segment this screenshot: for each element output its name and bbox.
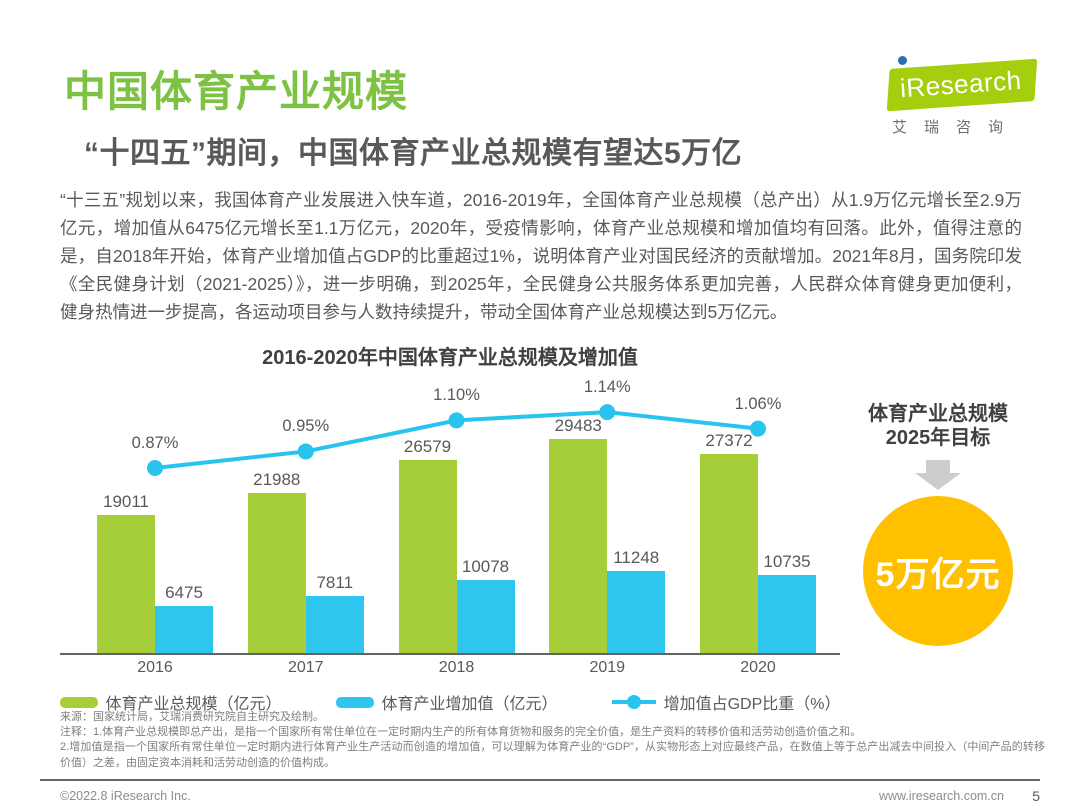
bar-value-total-2018: 26579 [403,437,452,456]
footer-url: www.iresearch.com.cn [878,789,1004,803]
x-axis-label-2016: 2016 [137,659,173,676]
legend-line-marker [611,695,656,709]
chart-title: 2016-2020年中国体育产业总规模及增加值 [262,347,638,369]
target-value: 5万亿元 [875,555,1001,594]
bar-total-2016 [97,515,155,653]
iresearch-logo: iResearch 艾瑞咨询 [876,50,1046,137]
chart-plot-area: 19011 6475 2016 0.87% 21988 7811 2017 0.95% 2657… [60,378,840,676]
bar-value-total-2020: 27372 [705,431,753,450]
pct-label-2016: 0.87% [131,434,179,452]
x-axis-label-2018: 2018 [438,659,475,676]
pct-label-2017: 0.95% [282,417,330,436]
bar-added-2017 [305,596,364,653]
legend-item-1: 体育产业增加值（亿元） [335,690,558,714]
logo-banner: iResearch [886,58,1038,112]
pct-label-2018: 1.10% [433,386,480,405]
line-point-2016 [147,460,163,476]
bar-added-2018 [456,580,515,653]
bar-added-2020 [758,575,816,653]
x-axis-label-2019: 2019 [589,659,626,676]
legend-label-0: 体育产业总规模（亿元） [105,696,282,713]
logo-chinese-name: 艾瑞咨询 [892,119,1021,136]
note-2: 2.增加值是指一个国家所有常住单位一定时期内进行体育产业生产活动而创造的增加值，… [60,741,1045,769]
logo-letters-rest: Research [905,64,1023,103]
page-subtitle: “十四五”期间，中国体育产业总规模有望达5万亿 [84,137,743,170]
chart-legend: 体育产业总规模（亿元） 体育产业增加值（亿元） 增加值占GDP比重（%） [59,690,841,714]
bar-value-total-2019: 29483 [554,416,602,435]
x-axis-label-2020: 2020 [740,659,776,676]
down-arrow-head-icon [915,473,961,490]
notes-block: 来源：国家统计局，艾瑞消费研究院自主研究及绘制。 注释：1.体育产业总规模即总产… [60,710,1045,771]
target-panel: 体育产业总规模 2025年目标 5万亿元 [840,402,1036,646]
line-point-2018 [448,412,465,429]
legend-swatch-1 [335,696,374,708]
footer-copyright: ©2022.8 iResearch Inc. [60,789,191,803]
bar-value-total-2016: 19011 [102,492,149,511]
logo-i-dot-icon [898,56,907,65]
legend-label-1: 体育产业增加值（亿元） [381,696,558,713]
legend-dot [626,695,641,709]
pct-label-2020: 1.06% [734,394,782,413]
source-note: 来源：国家统计局，艾瑞消费研究院自主研究及绘制。 [60,711,324,723]
x-axis-label-2017: 2017 [287,659,324,676]
bar-total-2017 [247,493,306,653]
down-arrow-icon [926,460,950,473]
note-1: 注释：1.体育产业总规模即总产出，是指一个国家所有常住单位在一定时期内生产的所有… [60,726,862,739]
legend-item-0: 体育产业总规模（亿元） [59,690,282,714]
bar-value-added-2017: 7811 [316,573,354,592]
intro-paragraph: “十三五”规划以来，我国体育产业发展进入快车道，2016-2019年，全国体育产… [60,190,1022,322]
bar-added-2019 [607,571,666,653]
bar-value-added-2018: 10078 [461,557,510,576]
pct-label-2019: 1.14% [583,378,631,397]
bar-total-2019 [549,439,608,653]
bar-added-2016 [155,606,213,653]
legend-swatch-0 [59,696,98,708]
bar-total-2020 [700,454,758,653]
target-circle: 5万亿元 [863,496,1013,646]
page-title: 中国体育产业规模 [64,68,409,115]
target-heading-line1: 体育产业总规模 [868,403,1008,425]
footer-divider [40,779,1040,781]
bar-value-added-2016: 6475 [165,583,203,602]
logo-wordmark: iResearch [899,65,1022,104]
line-point-2017 [297,443,314,460]
legend-item-2: 增加值占GDP比重（%） [611,690,841,714]
bar-value-added-2020: 10735 [763,552,811,571]
legend-label-2: 增加值占GDP比重（%） [663,696,841,713]
bar-value-added-2019: 11248 [613,548,660,567]
bar-total-2018 [398,460,457,653]
footer-page-number: 5 [1032,788,1040,804]
target-heading-line2: 2025年目标 [885,427,991,449]
bar-value-total-2017: 21988 [253,470,301,489]
